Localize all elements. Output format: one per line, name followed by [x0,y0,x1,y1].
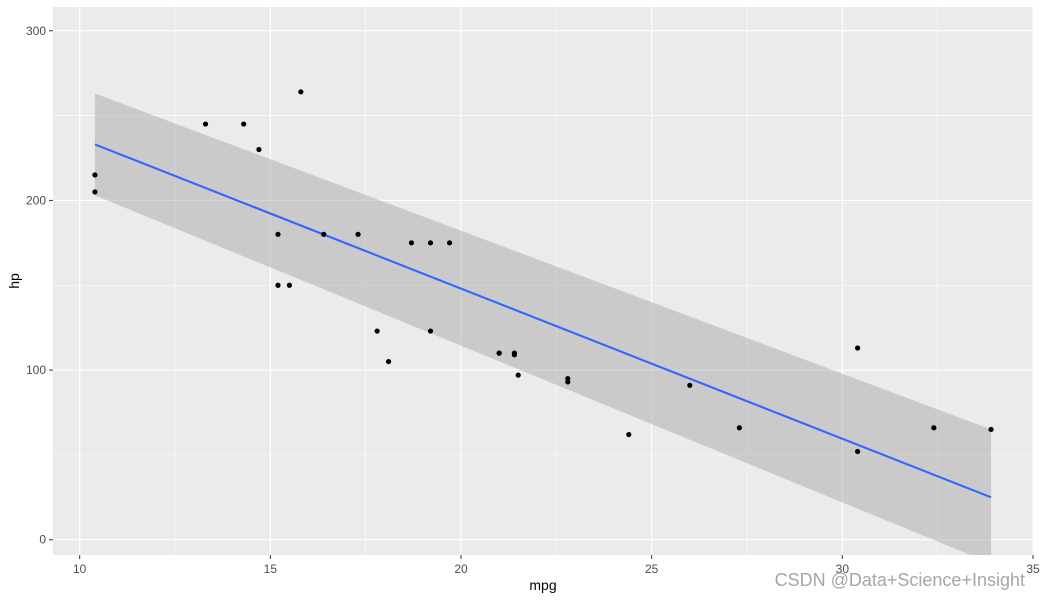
data-point [854,345,861,351]
regression-line [94,143,992,499]
data-point [427,328,434,334]
x-tick-label: 15 [264,562,278,576]
data-point [515,372,521,378]
confidence-band-area [94,93,992,555]
y-axis-ticks: 0 100 200 300 [26,24,53,547]
data-point [496,350,502,356]
data-point [286,282,293,288]
data-point [241,121,247,127]
data-point [427,240,434,246]
data-point [931,425,937,431]
grid-minor [53,7,1033,555]
x-axis-title: mpg [529,577,556,593]
data-point [202,121,209,127]
x-axis-ticks: 10 15 20 25 30 35 [73,555,1040,576]
watermark-text: CSDN @Data+Science+Insight [775,570,1025,590]
data-point [626,431,632,438]
y-axis-title: hp [6,273,22,289]
data-point [446,240,453,246]
data-point [321,231,327,237]
data-point [687,382,693,388]
data-point [298,89,304,95]
data-point [854,448,861,455]
scatter-points [92,89,994,455]
x-tick-label: 25 [645,562,659,576]
y-tick-label: 200 [26,193,46,207]
data-point [355,231,361,237]
data-point [385,358,392,365]
confidence-band [94,93,992,555]
fit-line-path [94,143,992,499]
y-tick-label: 300 [26,24,46,38]
x-tick-label: 35 [1026,562,1040,576]
data-point [408,240,415,246]
x-tick-label: 10 [73,562,87,576]
x-tick-label: 30 [836,562,850,576]
data-point [374,328,380,334]
x-tick-label: 20 [454,562,468,576]
data-point [565,375,571,382]
data-point [275,282,281,288]
plot-panel [53,7,1033,555]
y-tick-label: 0 [39,533,46,547]
data-point [511,352,518,358]
grid-major [53,7,1034,555]
y-tick-label: 100 [26,363,46,377]
data-point [988,426,994,433]
data-point [256,146,262,153]
data-point [275,231,281,237]
data-point [736,425,742,431]
data-point [92,189,98,195]
data-point [92,172,98,178]
